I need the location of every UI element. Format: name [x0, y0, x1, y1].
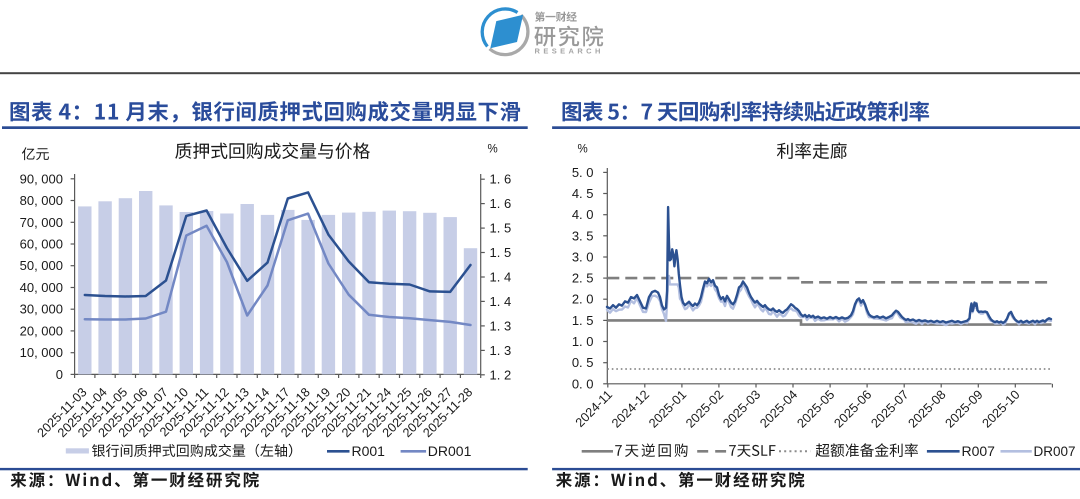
svg-text:1. 0: 1. 0	[572, 334, 594, 349]
svg-text:80, 000: 80, 000	[20, 193, 63, 208]
svg-text:1. 5: 1. 5	[572, 313, 594, 328]
svg-text:%: %	[488, 144, 498, 156]
svg-text:2. 0: 2. 0	[572, 292, 594, 307]
svg-text:40, 000: 40, 000	[20, 280, 63, 295]
svg-text:0: 0	[56, 367, 63, 382]
svg-text:1. 3: 1. 3	[490, 343, 512, 358]
svg-text:0. 0: 0. 0	[572, 376, 594, 391]
svg-text:4. 5: 4. 5	[572, 186, 594, 201]
svg-text:RESEARCH: RESEARCH	[535, 47, 604, 56]
svg-text:1. 6: 1. 6	[490, 172, 512, 187]
svg-text:DR001: DR001	[428, 443, 472, 459]
svg-text:20, 000: 20, 000	[20, 323, 63, 338]
svg-text:2. 5: 2. 5	[572, 271, 594, 286]
svg-text:1. 5: 1. 5	[490, 221, 512, 236]
svg-text:30, 000: 30, 000	[20, 302, 63, 317]
svg-text:DR007: DR007	[1034, 444, 1076, 459]
svg-text:1. 3: 1. 3	[490, 318, 512, 333]
svg-text:50, 000: 50, 000	[20, 258, 63, 273]
svg-text:R001: R001	[352, 443, 386, 459]
svg-text:60, 000: 60, 000	[20, 237, 63, 252]
svg-text:1. 2: 1. 2	[490, 367, 512, 382]
svg-text:4. 0: 4. 0	[572, 207, 594, 222]
svg-text:5. 0: 5. 0	[572, 165, 594, 180]
svg-text:0. 5: 0. 5	[572, 355, 594, 370]
svg-text:90, 000: 90, 000	[20, 171, 63, 186]
svg-text:R007: R007	[962, 443, 996, 459]
svg-text:3. 5: 3. 5	[572, 228, 594, 243]
svg-text:1. 4: 1. 4	[490, 294, 512, 309]
svg-text:3. 0: 3. 0	[572, 250, 594, 265]
svg-text:%: %	[578, 144, 588, 156]
svg-text:1. 5: 1. 5	[490, 245, 512, 260]
svg-text:1. 4: 1. 4	[490, 270, 512, 285]
svg-text:1. 6: 1. 6	[490, 196, 512, 211]
svg-text:70, 000: 70, 000	[20, 215, 63, 230]
svg-text:10, 000: 10, 000	[20, 345, 63, 360]
